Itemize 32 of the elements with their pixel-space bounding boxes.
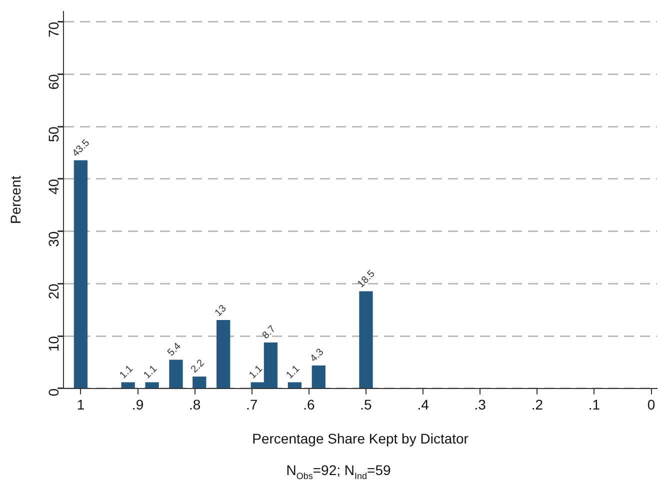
y-tick-label: 20 [45, 283, 62, 300]
data-label: 5.4 [166, 340, 184, 359]
x-tick-label: .3 [474, 396, 486, 413]
x-tick-label: 0 [647, 396, 656, 413]
data-label: 1.1 [247, 363, 266, 382]
data-label: 1.1 [284, 363, 302, 382]
data-label: 13 [213, 302, 230, 319]
y-tick-label: 30 [45, 231, 62, 247]
data-label: 43.5 [70, 137, 92, 160]
x-tick-label: .5 [360, 396, 372, 413]
text: N$_{Obs}$=92; N$_{Ind}$=59 [285, 462, 392, 481]
y-axis-title: Percent [7, 176, 24, 224]
data-label: 8.7 [260, 323, 278, 342]
x-tick-label: .8 [188, 396, 201, 413]
data-label: 1.1 [118, 363, 136, 382]
y-tick-label: 60 [45, 74, 62, 90]
x-tick-label: .6 [303, 396, 315, 413]
data-label: 1.1 [142, 363, 160, 382]
y-tick-label: 40 [45, 178, 62, 195]
y-tick-label: 70 [45, 22, 62, 38]
x-tick-label: .4 [417, 396, 430, 413]
data-label: 4.3 [308, 346, 326, 364]
x-tick-label: .9 [132, 396, 144, 413]
x-tick-label: .7 [246, 396, 258, 413]
x-tick-label: .2 [531, 396, 544, 413]
y-tick-label: 10 [45, 336, 62, 352]
x-tick-label: .1 [588, 396, 600, 413]
x-tick-label: 1 [76, 396, 85, 413]
x-axis-title: Percentage Share Kept by Dictator [252, 430, 469, 446]
y-tick-label: 0 [45, 388, 62, 396]
y-tick-label: 50 [45, 126, 62, 142]
data-label: 2.2 [189, 357, 208, 376]
